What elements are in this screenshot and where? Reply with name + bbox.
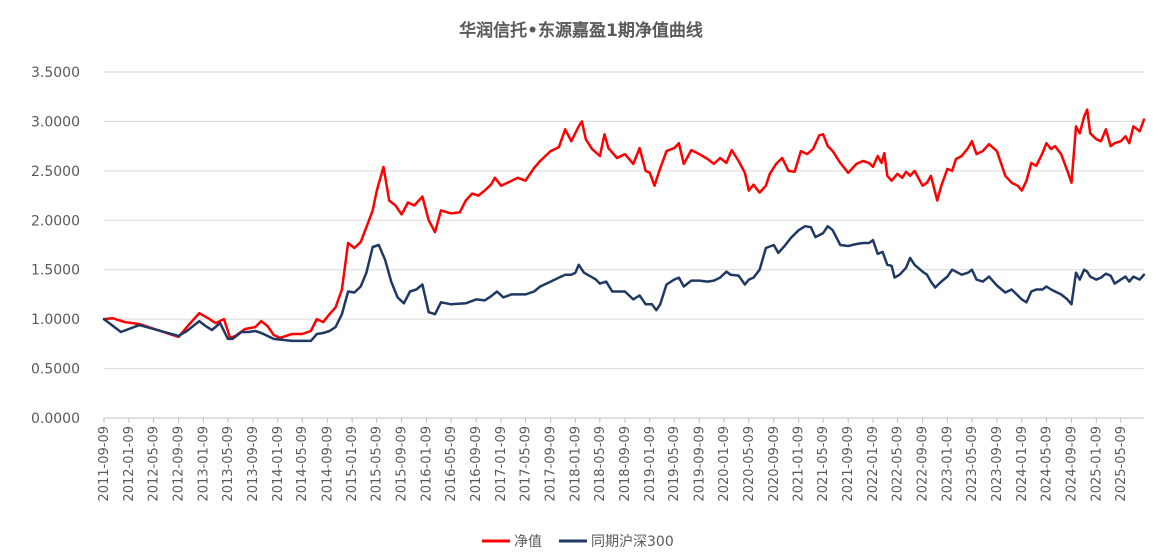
x-tick-label: 2017-05-09 — [519, 426, 534, 502]
axes: 0.0000 0.5000 1.0000 1.5000 2.0000 2.5000 3.00… — [31, 65, 1144, 502]
x-tick-label: 2022-05-09 — [890, 426, 905, 502]
gridlines — [104, 71, 1144, 370]
x-tick-label: 2013-09-09 — [246, 426, 261, 502]
series-line-csi300 — [102, 224, 1146, 343]
y-tick-label: 2.5000 — [31, 164, 80, 180]
x-tick-label: 2016-01-09 — [419, 426, 434, 502]
x-tick-label: 2016-05-09 — [444, 426, 459, 502]
x-tick-label: 2015-09-09 — [395, 426, 410, 502]
x-tick-label: 2022-01-09 — [866, 426, 881, 502]
legend-label-nav: 净值 — [514, 534, 542, 550]
x-tick-label: 2024-01-09 — [1015, 426, 1030, 502]
legend-label-csi300: 同期沪深300 — [591, 534, 674, 550]
x-tick-label: 2011-09-09 — [97, 426, 112, 502]
x-tick-label: 2019-05-09 — [667, 426, 682, 502]
x-tick-label: 2014-09-09 — [320, 426, 335, 502]
x-tick-label: 2017-01-09 — [494, 426, 509, 502]
x-tick-label: 2018-09-09 — [618, 426, 633, 502]
series-line-nav — [102, 108, 1146, 340]
x-tick-label: 2020-09-09 — [767, 426, 782, 502]
series-lines — [102, 108, 1146, 343]
y-tick-label: 0.0000 — [31, 411, 80, 427]
x-tick-label: 2017-09-09 — [544, 426, 559, 502]
x-tick-label: 2018-01-09 — [568, 426, 583, 502]
x-tick-label: 2015-05-09 — [370, 426, 385, 502]
x-tick-label: 2018-05-09 — [593, 426, 608, 502]
y-tick-label: 1.0000 — [31, 312, 80, 328]
x-tick-label: 2020-01-09 — [717, 426, 732, 502]
x-tick-label: 2024-05-09 — [1039, 426, 1054, 502]
x-tick-label: 2014-05-09 — [295, 426, 310, 502]
legend: 净值 同期沪深300 — [482, 534, 674, 550]
x-tick-label: 2021-05-09 — [816, 426, 831, 502]
x-tick-label: 2013-05-09 — [221, 426, 236, 502]
x-tick-label: 2023-09-09 — [990, 426, 1005, 502]
x-tick-label: 2021-09-09 — [841, 426, 856, 502]
x-tick-label: 2021-01-09 — [792, 426, 807, 502]
x-tick-label: 2020-05-09 — [742, 426, 757, 502]
x-tick-label: 2025-01-09 — [1089, 426, 1104, 502]
y-tick-label: 3.5000 — [31, 65, 80, 81]
x-tick-label: 2019-01-09 — [643, 426, 658, 502]
x-tick-label: 2012-01-09 — [122, 426, 137, 502]
x-tick-label: 2014-01-09 — [271, 426, 286, 502]
x-tick-label: 2016-09-09 — [469, 426, 484, 502]
y-tick-label: 2.0000 — [31, 213, 80, 229]
x-tick-label: 2023-01-09 — [940, 426, 955, 502]
x-tick-label: 2012-05-09 — [147, 426, 162, 502]
x-tick-label: 2022-09-09 — [916, 426, 931, 502]
y-tick-label: 1.5000 — [31, 263, 80, 279]
x-tick-label: 2024-09-09 — [1064, 426, 1079, 502]
y-tick-label: 3.0000 — [31, 114, 80, 130]
x-tick-label: 2023-05-09 — [965, 426, 980, 502]
y-tick-label: 0.5000 — [31, 362, 80, 378]
x-tick-label: 2025-05-09 — [1114, 426, 1129, 502]
x-tick-label: 2013-01-09 — [196, 426, 211, 502]
x-tick-label: 2012-09-09 — [172, 426, 187, 502]
x-tick-label: 2015-01-09 — [345, 426, 360, 502]
x-tick-label: 2019-09-09 — [692, 426, 707, 502]
chart-title: 华润信托•东源嘉盈1期净值曲线 — [459, 20, 703, 41]
